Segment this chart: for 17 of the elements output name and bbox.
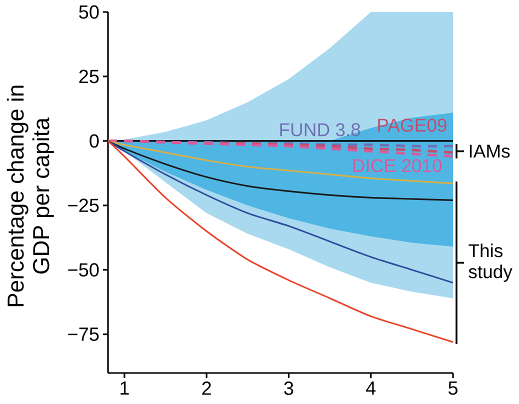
series-label: PAGE09 bbox=[378, 118, 446, 132]
y-tick-label: −25 bbox=[68, 198, 99, 212]
x-tick-label: 3 bbox=[284, 382, 294, 395]
series-label: FUND 3.8 bbox=[280, 123, 360, 136]
y-tick-label: 50 bbox=[79, 5, 99, 19]
x-tick-label: 4 bbox=[366, 382, 376, 395]
text: IAMs bbox=[470, 144, 510, 158]
y-tick-label: 25 bbox=[79, 70, 99, 84]
y-tick-label: −50 bbox=[68, 263, 99, 277]
series-label: DICE 2010 bbox=[353, 159, 442, 172]
x-tick-label: 5 bbox=[448, 382, 458, 395]
x-tick-label: 2 bbox=[202, 382, 211, 395]
y-axis-title: Percentage change in GDP per capita bbox=[6, 86, 54, 306]
y-tick-label: 0 bbox=[90, 134, 99, 148]
y-tick-label: −75 bbox=[68, 328, 99, 341]
x-tick-label: 1 bbox=[120, 382, 129, 395]
text: This study bbox=[468, 244, 512, 282]
